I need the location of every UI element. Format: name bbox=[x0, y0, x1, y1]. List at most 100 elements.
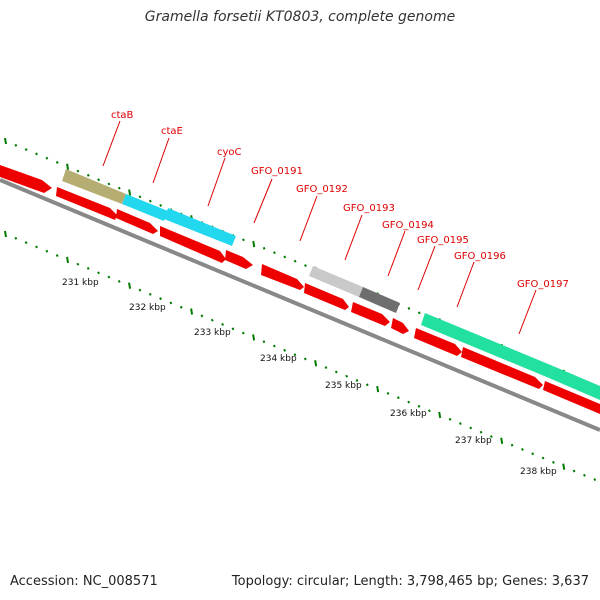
gc-dot bbox=[500, 437, 504, 444]
gc-dot bbox=[35, 152, 38, 156]
gc-dot bbox=[97, 271, 100, 275]
reverse-strand-track bbox=[56, 187, 600, 414]
gc-dot bbox=[552, 460, 555, 464]
scale-label: 235 kbp bbox=[325, 381, 362, 391]
gc-dot bbox=[448, 417, 452, 421]
gc-dot bbox=[76, 169, 80, 173]
label-line bbox=[417, 245, 436, 291]
gc-dot bbox=[479, 430, 483, 434]
gc-dot bbox=[438, 411, 442, 419]
cds-arrow bbox=[543, 381, 600, 414]
accession-text: Accession: NC_008571 bbox=[10, 574, 158, 589]
gc-dot bbox=[407, 307, 411, 310]
gc-dot bbox=[531, 452, 535, 456]
gc-dot bbox=[221, 323, 224, 326]
gc-dot bbox=[55, 254, 59, 257]
GFO_0197-bar bbox=[549, 366, 600, 400]
gc-dot bbox=[355, 379, 359, 382]
ctaE-bar bbox=[122, 194, 168, 221]
gc-dot bbox=[107, 182, 111, 186]
gc-dot bbox=[272, 344, 276, 348]
gc-dot bbox=[107, 275, 111, 279]
label-line bbox=[387, 230, 406, 277]
cds-arrow bbox=[391, 318, 409, 334]
gc-dot bbox=[283, 255, 287, 259]
gc-dot bbox=[4, 230, 7, 238]
gene-label-ctaE: ctaE bbox=[161, 126, 183, 137]
cds-arrow bbox=[461, 347, 543, 389]
gc-dot bbox=[86, 173, 90, 177]
GFO_0193-bar bbox=[309, 266, 363, 297]
gc-dot bbox=[273, 251, 276, 255]
gc-dot bbox=[593, 478, 597, 482]
gc-dot bbox=[138, 195, 142, 199]
gc-dot bbox=[45, 249, 49, 253]
cds-arrow bbox=[160, 226, 226, 263]
gc-dot bbox=[159, 297, 162, 301]
GFO_0196-bar bbox=[421, 313, 553, 378]
cds-arrow bbox=[414, 328, 462, 356]
gc-dot bbox=[541, 456, 545, 460]
gc-dot bbox=[242, 238, 245, 242]
gc-dot bbox=[510, 443, 514, 447]
scale-labels: 231 kbp 232 kbp 233 kbp 234 kbp 235 kbp … bbox=[62, 278, 557, 477]
gene-label-GFO_0192: GFO_0192 bbox=[296, 184, 348, 195]
gc-dot bbox=[86, 267, 90, 270]
label-line bbox=[102, 120, 121, 167]
gc-dot bbox=[231, 327, 235, 331]
gc-dot bbox=[76, 262, 80, 266]
gc-dot bbox=[190, 308, 194, 315]
gc-inner-dots bbox=[4, 230, 597, 482]
cds-arrow bbox=[225, 250, 253, 269]
gc-dot bbox=[148, 292, 152, 296]
gene-label-cyoC: cyoC bbox=[217, 147, 242, 158]
gc-dot bbox=[138, 288, 142, 292]
scale-label: 237 kbp bbox=[455, 436, 492, 446]
scale-label: 231 kbp bbox=[62, 278, 99, 288]
cds-arrow bbox=[261, 264, 304, 290]
gene-label-ctaB: ctaB bbox=[111, 110, 134, 121]
gc-dot bbox=[293, 353, 297, 357]
gc-dot bbox=[396, 396, 400, 400]
gc-dot bbox=[303, 357, 307, 361]
cds-arrow bbox=[304, 283, 349, 310]
gc-dot bbox=[55, 161, 59, 164]
gc-dot bbox=[252, 334, 256, 341]
gc-dot bbox=[14, 143, 18, 147]
label-line bbox=[207, 157, 226, 207]
gc-dot bbox=[417, 404, 421, 408]
gc-dot bbox=[345, 374, 349, 378]
gc-dot bbox=[572, 469, 576, 473]
gene-label-GFO_0196: GFO_0196 bbox=[454, 251, 506, 262]
gc-dot bbox=[417, 311, 421, 315]
scale-label: 233 kbp bbox=[194, 328, 231, 338]
scale-label: 238 kbp bbox=[520, 467, 557, 477]
gc-dot bbox=[262, 246, 266, 250]
gc-dot bbox=[386, 391, 390, 395]
gc-dot bbox=[97, 178, 100, 182]
gc-dot bbox=[128, 189, 132, 196]
gc-dot bbox=[45, 156, 49, 160]
gc-dot bbox=[427, 409, 431, 413]
scale-label: 236 kbp bbox=[390, 409, 427, 419]
cyoC-bar bbox=[164, 208, 236, 246]
scale-label: 234 kbp bbox=[260, 354, 297, 364]
gc-dot bbox=[169, 301, 173, 305]
gc-dot bbox=[376, 385, 380, 393]
backbone-line bbox=[0, 178, 600, 432]
gc-dot bbox=[283, 348, 287, 352]
gc-dot bbox=[128, 282, 132, 289]
label-line bbox=[344, 214, 363, 261]
gc-dot bbox=[262, 340, 266, 344]
gc-dot bbox=[117, 279, 121, 283]
gc-dot bbox=[14, 236, 18, 240]
gene-label-GFO_0197: GFO_0197 bbox=[517, 279, 569, 290]
cds-arrow bbox=[351, 302, 390, 326]
gc-dot bbox=[324, 366, 328, 370]
gc-dot bbox=[314, 360, 318, 367]
gc-dot bbox=[66, 163, 70, 170]
gc-dot bbox=[24, 148, 28, 152]
label-line bbox=[152, 137, 170, 184]
gc-dot bbox=[304, 264, 307, 267]
